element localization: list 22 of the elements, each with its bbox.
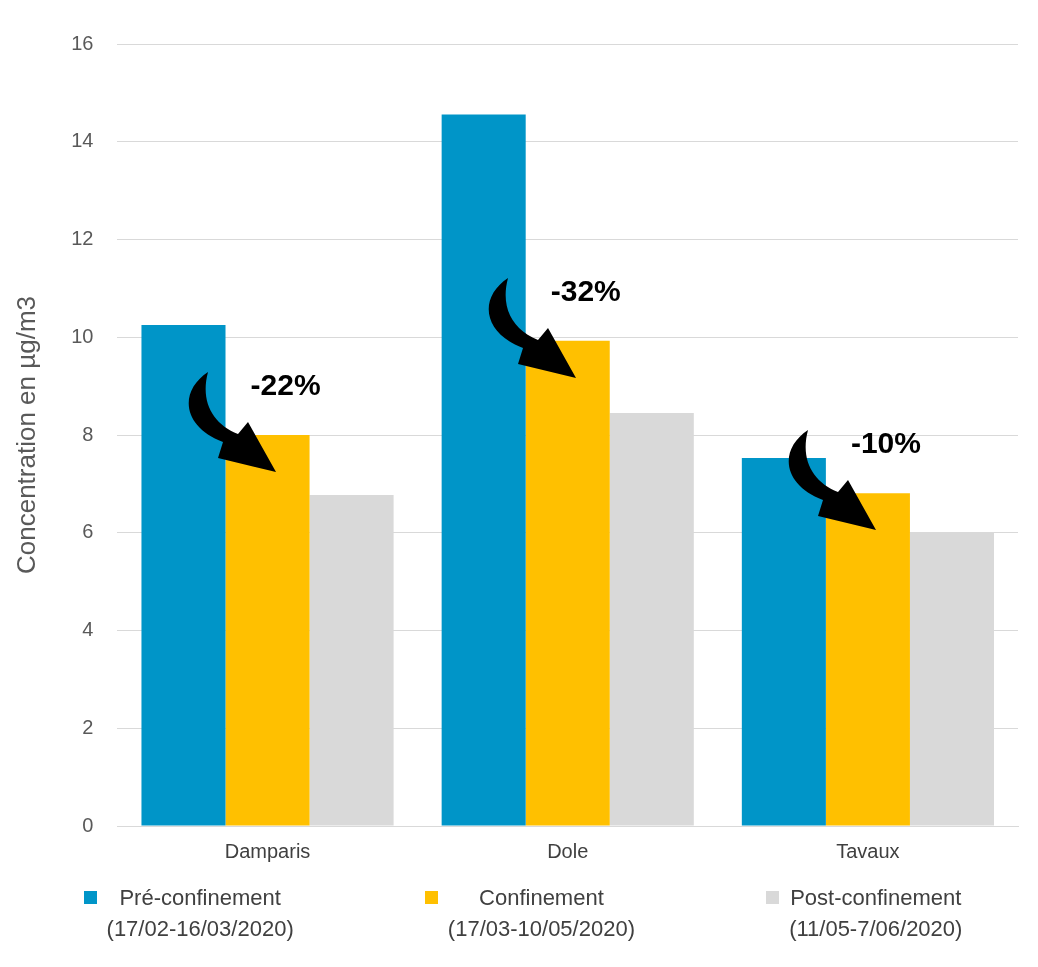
annotation: -10% bbox=[850, 426, 921, 460]
y-tick-label: 16 bbox=[71, 31, 94, 54]
y-tick-label: 10 bbox=[71, 324, 94, 347]
x-tick-label: Tavaux bbox=[836, 839, 900, 862]
y-axis-title: Concentration en µg/m3 bbox=[10, 295, 41, 575]
legend-label: Post-confinement (11/05-7/06/2020) bbox=[789, 884, 963, 943]
y-tick-label: 12 bbox=[71, 227, 94, 250]
x-tick-label: Damparis bbox=[224, 839, 311, 862]
legend-label: Pré-confinement (17/02-16/03/2020) bbox=[106, 884, 294, 943]
y-tick-label: 14 bbox=[71, 129, 94, 152]
y-tick-label: 4 bbox=[82, 618, 94, 641]
y-tick-label: 8 bbox=[82, 422, 94, 445]
bar bbox=[741, 457, 826, 826]
annotation: -32% bbox=[550, 273, 621, 307]
y-tick-label: 6 bbox=[82, 520, 94, 543]
legend-label: Confinement (17/03-10/05/2020) bbox=[447, 884, 635, 943]
bar bbox=[141, 325, 226, 826]
x-tick-label: Dole bbox=[547, 839, 589, 862]
y-tick-label: 2 bbox=[82, 715, 94, 738]
bar bbox=[441, 114, 526, 826]
y-tick-label: 0 bbox=[82, 813, 94, 836]
annotation: -22% bbox=[250, 368, 321, 402]
